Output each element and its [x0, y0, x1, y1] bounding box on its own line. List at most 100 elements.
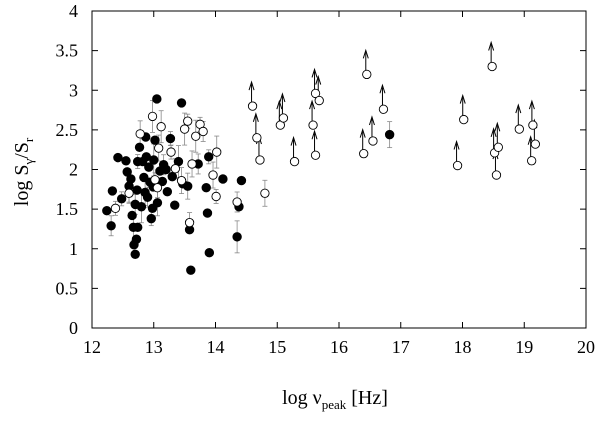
lower-limit-arrow-head [453, 139, 460, 150]
filled-point [165, 133, 176, 144]
filled-point [167, 171, 177, 182]
y-tick-label: 3.5 [56, 41, 79, 61]
open-point-lower-limit [368, 136, 378, 146]
lower-limit-arrow-head [528, 99, 535, 110]
lower-limit-arrow-head [311, 129, 318, 140]
filled-point [106, 221, 116, 231]
open-point-lower-limit [255, 155, 265, 165]
open-point [110, 203, 121, 213]
lower-limit-arrow-head [368, 115, 375, 126]
open-point-lower-limit [459, 114, 469, 125]
open-point-lower-limit [247, 101, 258, 111]
open-point-lower-limit [359, 148, 369, 159]
filled-point [102, 206, 112, 216]
y-axis-label: log Sγ/Sr [11, 137, 36, 206]
axis-ticks: 12 13 14 15 16 17 18 19 20 0 0.5 1 1.5 2 2.5 3 3.5 4 [56, 1, 596, 357]
filled-point [161, 164, 171, 175]
x-tick-label: 12 [83, 337, 101, 357]
open-point-lower-limit [530, 139, 541, 149]
y-tick-label: 1.5 [56, 199, 79, 219]
lower-limit-arrow-head [290, 135, 297, 146]
filled-point [122, 167, 132, 177]
open-point [184, 217, 195, 228]
y-tick-label: 2 [69, 160, 78, 180]
lower-limit-arrow-head [494, 121, 501, 132]
open-point [124, 188, 134, 198]
lower-limit-arrow-head [515, 103, 522, 114]
open-point-lower-limit [314, 95, 324, 106]
filled-point [236, 175, 247, 186]
x-axis-label: log νpeak [Hz] [282, 387, 388, 412]
filled-point [134, 142, 145, 153]
y-tick-label: 0.5 [56, 278, 79, 298]
lower-limit-arrow-head [279, 92, 286, 103]
open-point [150, 175, 160, 185]
filled-point [121, 156, 131, 166]
filled-point [127, 210, 137, 221]
open-point [191, 131, 201, 141]
y-tick-label: 3 [69, 80, 78, 100]
filled-point [183, 181, 193, 191]
filled-point [116, 194, 127, 204]
lower-limit-arrow-head [248, 80, 255, 91]
open-point [198, 126, 208, 137]
lower-limit-arrow-head [311, 67, 318, 78]
open-point [176, 175, 187, 186]
x-tick-label: 14 [207, 337, 225, 357]
open-point [179, 124, 190, 134]
filled-point [152, 94, 162, 104]
filled-point [139, 172, 149, 183]
filled-point [126, 174, 136, 184]
open-point-lower-limit [278, 113, 289, 123]
open-point [147, 111, 158, 122]
lower-limit-arrow-head [276, 99, 283, 110]
filled-point [150, 135, 160, 145]
open-point [170, 164, 181, 174]
open-point-lower-limit [452, 160, 463, 171]
open-point-lower-limit [310, 150, 321, 160]
filled-point [186, 265, 196, 275]
filled-point [204, 248, 215, 258]
filled-point [142, 192, 153, 202]
lower-limit-arrow-head [379, 83, 386, 94]
open-point [187, 159, 197, 169]
filled-point [136, 202, 147, 212]
x-tick-label: 18 [454, 337, 472, 357]
open-point [208, 170, 218, 180]
y-tick-label: 4 [69, 1, 78, 21]
x-tick-label: 16 [330, 337, 348, 357]
open-point-lower-limit [487, 61, 497, 72]
y-tick-label: 2.5 [56, 120, 79, 140]
open-point-lower-limit [378, 104, 389, 114]
filled-point [146, 213, 156, 224]
open-point [183, 116, 193, 126]
open-point-lower-limit [514, 124, 524, 134]
lower-limit-arrow-head [362, 48, 369, 59]
x-tick-label: 19 [515, 337, 533, 357]
open-point-lower-limit [493, 142, 503, 152]
open-point-lower-limit [252, 133, 262, 143]
lower-limit-arrow-head [315, 74, 322, 85]
error-bars [108, 100, 393, 254]
open-point [154, 143, 164, 153]
filled-point [218, 174, 228, 184]
filled-point [149, 155, 159, 165]
x-tick-label: 15 [268, 337, 286, 357]
lower-limit-arrow-head [309, 99, 316, 110]
filled-point [170, 200, 180, 210]
y-tick-label: 1 [69, 239, 78, 259]
open-point-lower-limit [491, 170, 502, 180]
lower-limit-arrow-head [488, 40, 495, 51]
open-point-lower-limit [308, 120, 318, 130]
filled-point [204, 152, 214, 162]
filled-point [162, 186, 173, 197]
lower-limit-arrow-head [490, 127, 497, 138]
lower-limit-arrow-head [459, 93, 466, 104]
filled-point [176, 98, 187, 108]
open-point [212, 147, 222, 157]
filled-point [107, 186, 118, 196]
filled-point [201, 183, 211, 193]
x-tick-label: 20 [577, 337, 595, 357]
